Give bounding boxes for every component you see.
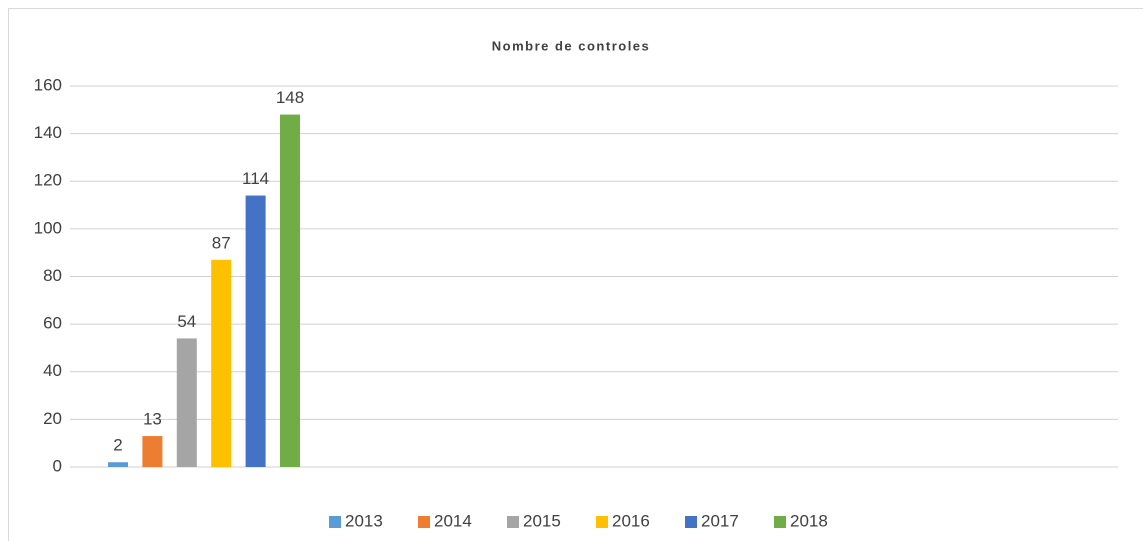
data-label: 2 <box>113 436 122 455</box>
y-tick-label: 40 <box>43 361 62 380</box>
chart-title: Nombre de controles <box>492 38 651 53</box>
legend-swatch <box>507 516 519 528</box>
y-tick-label: 160 <box>34 75 62 94</box>
y-tick-label: 120 <box>34 171 62 190</box>
bar <box>176 338 197 467</box>
legend-label: 2017 <box>701 511 739 530</box>
y-tick-label: 140 <box>34 123 62 142</box>
data-label: 148 <box>276 88 304 107</box>
y-tick-label: 60 <box>43 314 62 333</box>
data-label: 114 <box>242 169 269 188</box>
bar <box>108 462 128 467</box>
legend-swatch <box>329 516 341 528</box>
y-tick-label: 0 <box>53 456 62 475</box>
legend-label: 2015 <box>523 511 561 530</box>
bar <box>280 114 300 467</box>
y-tick-label: 20 <box>43 409 62 428</box>
legend-swatch <box>774 516 786 528</box>
bar <box>142 436 163 467</box>
legend-label: 2018 <box>790 511 828 530</box>
bar <box>211 259 232 467</box>
legend-swatch <box>596 516 608 528</box>
data-label: 87 <box>212 233 231 252</box>
legend-swatch <box>418 516 430 528</box>
legend-label: 2014 <box>434 511 472 530</box>
legend-label: 2013 <box>345 511 383 530</box>
y-tick-label: 80 <box>43 266 62 285</box>
chart-border <box>8 8 1143 541</box>
data-label: 13 <box>143 410 162 429</box>
legend-swatch <box>685 516 697 528</box>
data-label: 54 <box>177 312 196 331</box>
legend-label: 2016 <box>612 511 650 530</box>
bar <box>245 195 266 467</box>
y-tick-label: 100 <box>34 218 62 237</box>
